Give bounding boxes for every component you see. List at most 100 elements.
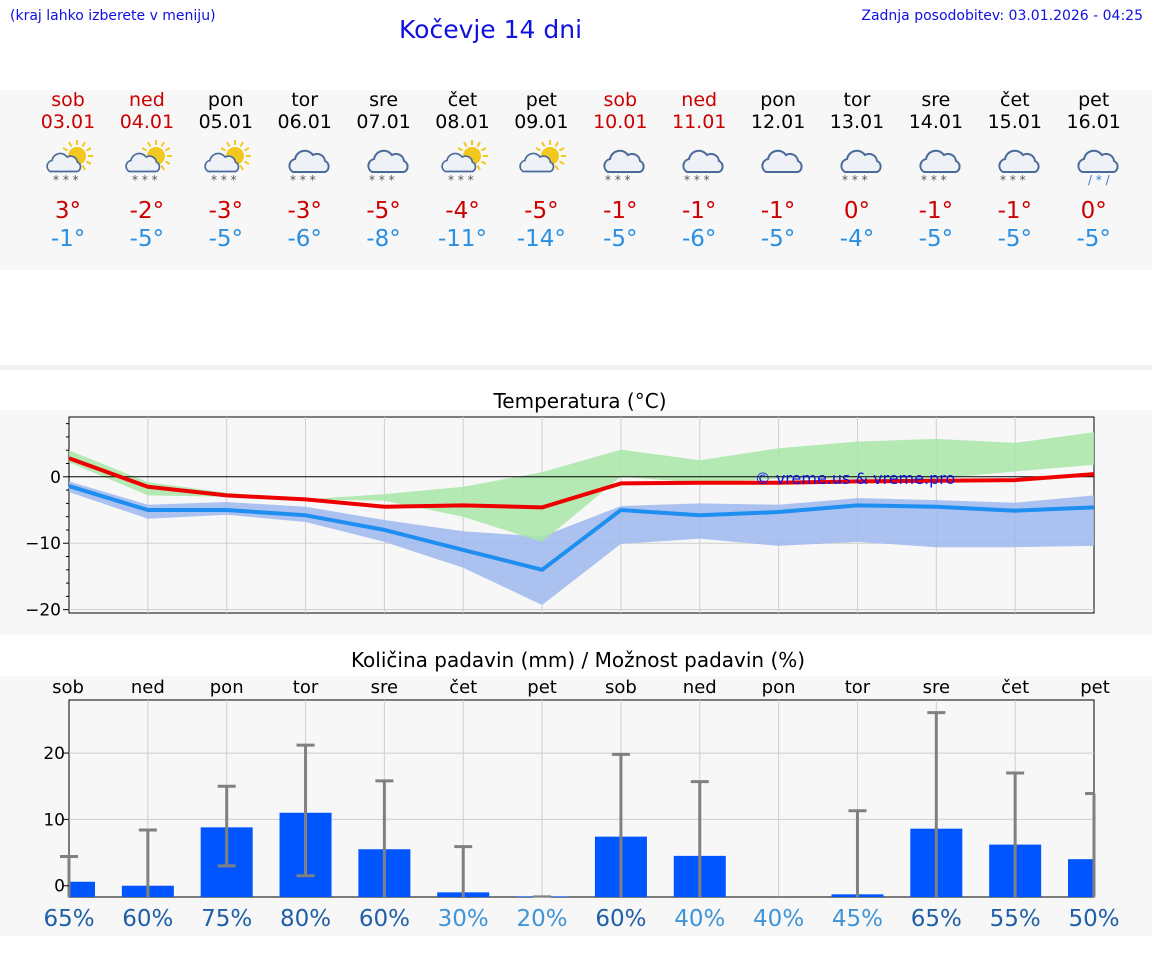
cloud-snow-icon: * * * <box>360 140 410 190</box>
min-temp-range-band <box>69 481 1094 605</box>
min-temp: -5° <box>997 226 1033 252</box>
y-tick-label: 20 <box>43 744 65 764</box>
y-tick-label: 10 <box>43 810 65 830</box>
precip-probability: 50% <box>1068 906 1119 932</box>
min-temp: -5° <box>208 226 244 252</box>
day-date: 04.01 <box>119 111 175 133</box>
x-category-label: sob <box>605 677 637 698</box>
sun-cloud-snow-icon: * * * <box>439 140 489 190</box>
max-temp: -5° <box>524 198 559 224</box>
precip-probability: 60% <box>122 906 173 932</box>
cloud-snow-icon: * * * <box>912 140 962 190</box>
max-temp: -1° <box>918 198 954 224</box>
precip-probability: 40% <box>674 906 725 932</box>
svg-text:* * *: * * * <box>1000 173 1026 187</box>
sun-cloud-icon <box>517 140 567 190</box>
precip-probability: 20% <box>517 906 568 932</box>
cloud-snow-icon: * * * <box>991 140 1041 190</box>
max-temp: -3° <box>208 198 244 224</box>
temperature-chart-title: Temperatura (°C) <box>492 389 666 413</box>
day-name: sre <box>921 89 951 111</box>
min-temp: -8° <box>366 226 401 252</box>
precip-bar <box>69 881 95 897</box>
min-temp: -6° <box>681 226 717 252</box>
x-category-label: ned <box>131 677 165 698</box>
max-temp-range-band <box>69 432 1094 542</box>
min-temp-line <box>68 484 1095 572</box>
precip-bar <box>1068 859 1094 897</box>
max-temp: -3° <box>287 198 322 224</box>
max-temp: 0° <box>843 198 871 224</box>
min-temp: -1° <box>50 226 86 252</box>
x-category-label: sre <box>923 677 950 698</box>
precip-probability: 65% <box>911 906 962 932</box>
max-temp-line <box>68 456 1095 510</box>
x-category-label: čet <box>449 677 477 698</box>
day-date: 15.01 <box>987 111 1042 133</box>
last-updated: Zadnja posodobitev: 03.01.2026 - 04:25 <box>861 8 1143 24</box>
sun-cloud-snow-icon: * * * <box>202 140 252 190</box>
day-date: 14.01 <box>908 111 964 133</box>
precip-probability: 65% <box>43 906 94 932</box>
forecast-strip <box>0 90 1152 270</box>
day-name: čet <box>1000 89 1030 111</box>
min-temp: -5° <box>129 226 165 252</box>
svg-text:* * *: * * * <box>211 173 237 187</box>
svg-text:* * *: * * * <box>921 173 947 187</box>
max-temp: 0° <box>1080 198 1107 224</box>
max-temp: -2° <box>129 198 165 224</box>
max-temp: -1° <box>760 198 796 224</box>
min-temp: -14° <box>516 226 566 252</box>
svg-text:* * *: * * * <box>53 173 79 187</box>
day-date: 16.01 <box>1066 111 1121 133</box>
sun-cloud-snow-icon: * * * <box>44 140 94 190</box>
day-name: pet <box>1078 89 1110 111</box>
day-name: pon <box>207 89 244 111</box>
day-name: ned <box>681 89 718 111</box>
cloud-snow-icon: * * * <box>281 140 331 190</box>
y-tick-label: −10 <box>25 534 61 554</box>
min-temp: -6° <box>287 226 322 252</box>
max-temp: 3° <box>54 198 82 224</box>
svg-text:* * *: * * * <box>842 173 868 187</box>
y-tick-label: 0 <box>50 468 61 488</box>
watermark: © vreme.us & vreme.pro <box>755 469 956 488</box>
cloud-snow-icon: * * * <box>833 140 883 190</box>
day-name: tor <box>291 89 319 111</box>
x-category-label: sob <box>52 677 84 698</box>
day-date: 05.01 <box>198 111 253 133</box>
day-date: 03.01 <box>40 111 96 133</box>
location-hint: (kraj lahko izberete v meniju) <box>10 8 216 24</box>
svg-text:* * *: * * * <box>605 173 631 187</box>
day-date: 12.01 <box>750 111 806 133</box>
precip-probability: 75% <box>201 906 252 932</box>
day-name: ned <box>128 89 165 111</box>
svg-text:* * *: * * * <box>132 173 158 187</box>
x-category-label: ned <box>683 677 717 698</box>
day-name: pet <box>525 89 557 111</box>
max-temp: -4° <box>445 198 480 224</box>
min-temp: -4° <box>839 226 875 252</box>
precip-probability: 55% <box>990 906 1041 932</box>
x-category-label: tor <box>293 677 319 698</box>
day-date: 11.01 <box>671 111 727 133</box>
max-temp: -1° <box>603 198 638 224</box>
min-temp: -5° <box>760 226 796 252</box>
day-name: sob <box>603 89 638 111</box>
max-temp: -1° <box>997 198 1033 224</box>
y-tick-label: 0 <box>54 877 65 897</box>
cloud-icon <box>754 140 804 190</box>
day-name: sob <box>51 89 85 111</box>
day-name: sre <box>369 89 399 111</box>
x-category-label: pet <box>527 677 557 698</box>
precip-probability: 80% <box>280 906 331 932</box>
min-temp: -5° <box>1076 226 1111 252</box>
svg-text:* * *: * * * <box>448 173 474 187</box>
day-date: 10.01 <box>593 111 648 133</box>
cloud-sleet-icon: / * / <box>1070 140 1120 190</box>
min-temp: -11° <box>437 226 488 252</box>
day-date: 08.01 <box>435 111 490 133</box>
precip-probability: 60% <box>359 906 410 932</box>
precip-probability: 45% <box>832 906 883 932</box>
